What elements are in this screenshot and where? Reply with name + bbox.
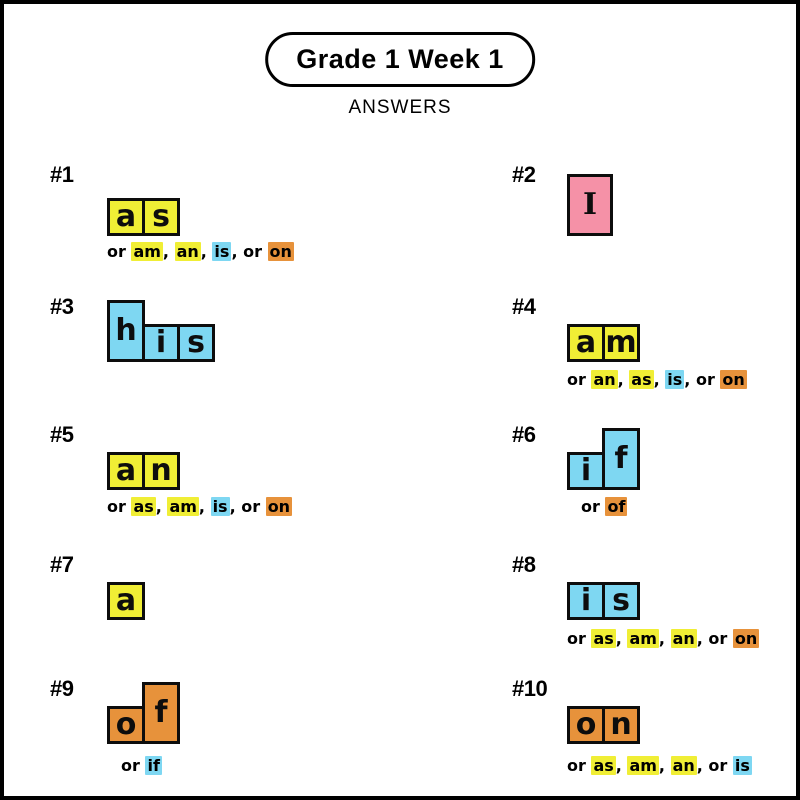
alt-word-highlighted: an: [174, 242, 201, 261]
letter-tile: i: [142, 324, 180, 362]
alt-text: ,: [198, 497, 211, 516]
alt-word-highlighted: on: [720, 370, 747, 389]
item-number: #5: [50, 422, 74, 447]
item-number: #8: [512, 552, 536, 577]
letter-tile: s: [142, 198, 180, 236]
letter-tile: n: [602, 706, 640, 744]
alt-text: , or: [231, 242, 268, 261]
alt-word-highlighted: am: [627, 629, 659, 648]
letter-tile: a: [567, 324, 605, 362]
alternate-answers: or of: [581, 497, 628, 516]
alt-word-highlighted: of: [605, 497, 628, 516]
alt-text: ,: [615, 756, 628, 775]
alt-text: or: [121, 756, 146, 775]
alternate-answers: or as, am, is, or on: [107, 497, 293, 516]
alt-text: ,: [653, 370, 666, 389]
alt-text: or: [567, 629, 592, 648]
alt-word-highlighted: am: [167, 497, 199, 516]
letter-tile: h: [107, 300, 145, 362]
letter-tile: n: [142, 452, 180, 490]
alt-text: , or: [684, 370, 721, 389]
item-number: #2: [512, 162, 536, 187]
alt-word-highlighted: an: [670, 629, 697, 648]
word-tiles-I: I: [567, 174, 613, 236]
alt-text: ,: [155, 497, 168, 516]
alt-word-highlighted: is: [212, 242, 232, 261]
letter-tile: s: [177, 324, 215, 362]
alt-word-highlighted: as: [131, 497, 156, 516]
item-number: #6: [512, 422, 536, 447]
alt-text: or: [567, 370, 592, 389]
page-title: Grade 1 Week 1: [296, 44, 504, 74]
alternate-answers: or as, am, an, or is: [567, 756, 752, 775]
letter-tile: a: [107, 582, 145, 620]
alt-text: ,: [615, 629, 628, 648]
alt-text: ,: [658, 629, 671, 648]
item-number: #1: [50, 162, 74, 187]
alternate-answers: or as, am, an, or on: [567, 629, 760, 648]
letter-tile: a: [107, 198, 145, 236]
letter-tile: m: [602, 324, 640, 362]
letter-tile: f: [602, 428, 640, 490]
alt-word-highlighted: as: [591, 629, 616, 648]
letter-tile: a: [107, 452, 145, 490]
item-number: #4: [512, 294, 536, 319]
alt-word-highlighted: am: [627, 756, 659, 775]
alt-text: or: [107, 497, 132, 516]
alt-text: or: [567, 756, 592, 775]
alt-word-highlighted: is: [210, 497, 230, 516]
alt-text: ,: [162, 242, 175, 261]
alt-text: , or: [229, 497, 266, 516]
alt-text: ,: [658, 756, 671, 775]
item-number: #7: [50, 552, 74, 577]
word-tiles-a: a: [107, 582, 145, 620]
alt-word-highlighted: on: [267, 242, 294, 261]
alt-word-highlighted: am: [131, 242, 163, 261]
alt-text: or: [581, 497, 606, 516]
alt-word-highlighted: as: [591, 756, 616, 775]
alt-text: , or: [696, 629, 733, 648]
item-number: #3: [50, 294, 74, 319]
alt-text: , or: [696, 756, 733, 775]
letter-tile: o: [107, 706, 145, 744]
answers-subtitle: ANSWERS: [348, 97, 452, 118]
letter-tile: i: [567, 452, 605, 490]
alt-word-highlighted: if: [145, 756, 162, 775]
alt-word-highlighted: on: [265, 497, 293, 516]
alt-word-highlighted: is: [665, 370, 685, 389]
letter-tile: I: [567, 174, 613, 236]
alt-word-highlighted: an: [591, 370, 618, 389]
alt-word-highlighted: is: [732, 756, 752, 775]
letter-tile: i: [567, 582, 605, 620]
title-pill: Grade 1 Week 1: [265, 32, 535, 87]
item-number: #9: [50, 676, 74, 701]
alt-word-highlighted: on: [732, 629, 760, 648]
letter-tile: o: [567, 706, 605, 744]
alternate-answers: or am, an, is, or on: [107, 242, 294, 261]
letter-tile: f: [142, 682, 180, 744]
alternate-answers: or an, as, is, or on: [567, 370, 747, 389]
alt-text: ,: [200, 242, 213, 261]
alternate-answers: or if: [121, 756, 162, 775]
alt-word-highlighted: as: [629, 370, 654, 389]
item-number: #10: [512, 676, 548, 701]
alt-text: or: [107, 242, 132, 261]
letter-tile: s: [602, 582, 640, 620]
alt-text: ,: [617, 370, 630, 389]
alt-word-highlighted: an: [670, 756, 697, 775]
